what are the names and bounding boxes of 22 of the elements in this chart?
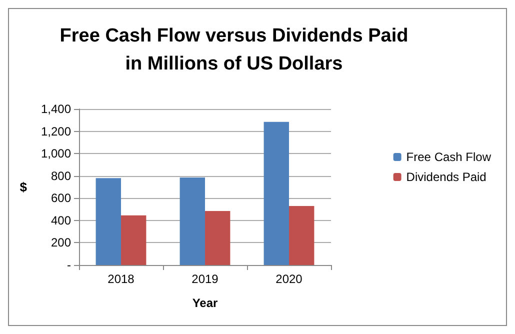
- x-axis-title: Year: [192, 296, 218, 310]
- bar: [205, 210, 230, 265]
- y-tick-label: 1,400: [40, 102, 72, 116]
- legend-label: Dividends Paid: [406, 170, 486, 184]
- y-tick-label: 800: [50, 168, 72, 183]
- bar: [264, 122, 289, 265]
- legend-label: Free Cash Flow: [406, 150, 492, 164]
- y-tick-label: 600: [50, 191, 72, 206]
- bar: [180, 178, 205, 265]
- bar: [96, 178, 121, 265]
- y-tick-label: 1,000: [40, 146, 72, 161]
- x-tick-label: 2018: [108, 272, 135, 286]
- y-tick-label: 200: [50, 236, 72, 250]
- bar: [121, 215, 146, 265]
- y-tick-label: 1,200: [40, 124, 72, 138]
- bar: [289, 206, 314, 265]
- y-tick-label: -: [67, 258, 71, 272]
- x-tick-label: 2020: [276, 272, 303, 286]
- y-axis-title: $: [20, 180, 28, 194]
- y-tick-label: 400: [50, 213, 72, 228]
- chart-title: Free Cash Flow versus Dividends Paid in Millions of US Dollars: [60, 26, 408, 74]
- x-tick-label: 2019: [192, 272, 219, 286]
